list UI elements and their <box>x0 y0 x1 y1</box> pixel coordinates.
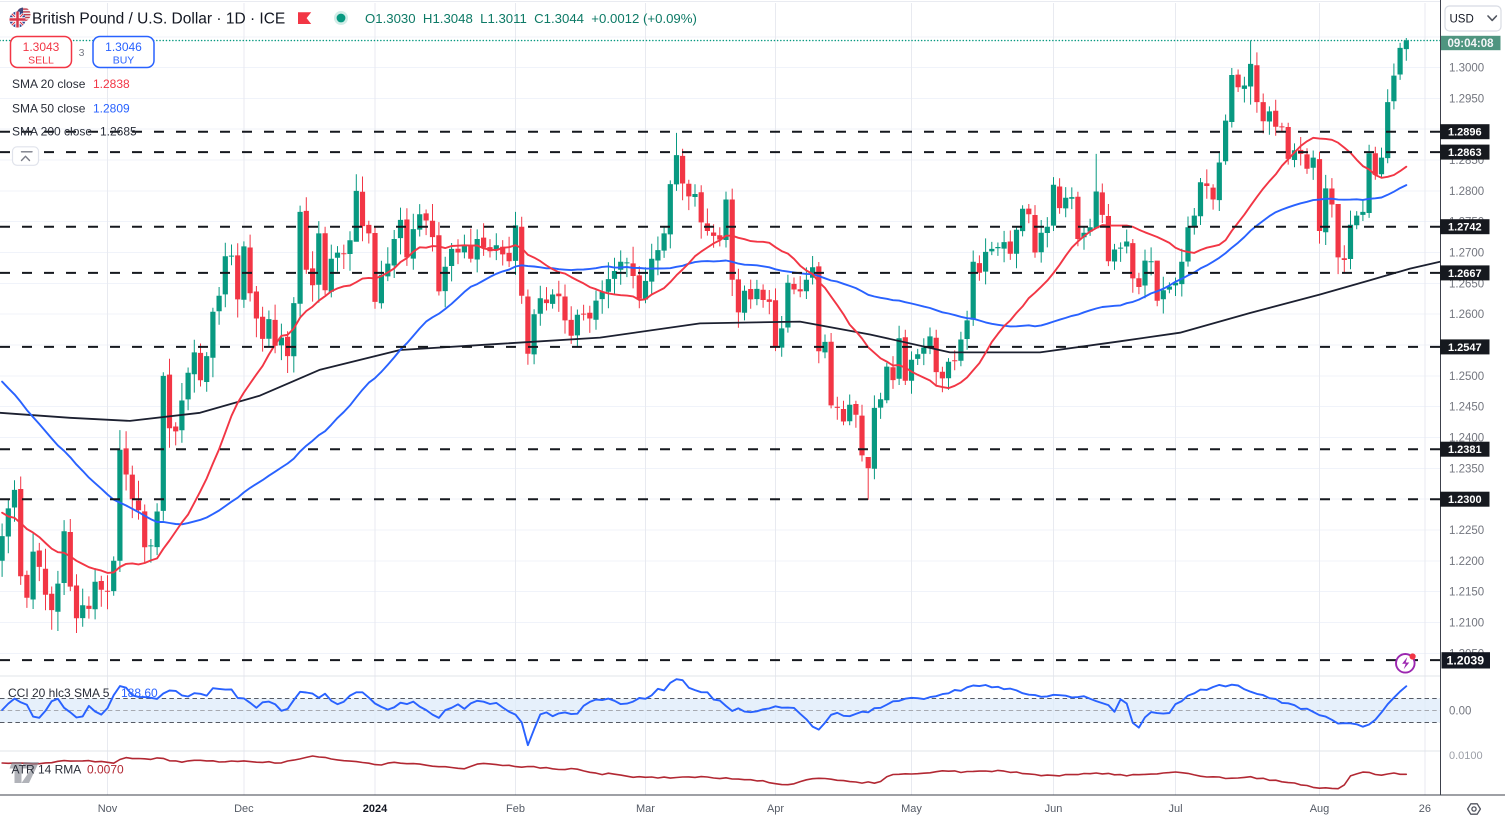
svg-text:1.2039: 1.2039 <box>1447 654 1485 668</box>
svg-text:1.2650: 1.2650 <box>1449 278 1484 290</box>
svg-text:1.2450: 1.2450 <box>1449 402 1484 414</box>
svg-text:1.2950: 1.2950 <box>1449 93 1484 105</box>
svg-text:1.2100: 1.2100 <box>1449 617 1484 629</box>
svg-text:1.2700: 1.2700 <box>1449 248 1484 260</box>
svg-text:1.2150: 1.2150 <box>1449 587 1484 599</box>
svg-text:1.2381: 1.2381 <box>1448 444 1482 456</box>
svg-text:1.2667: 1.2667 <box>1448 268 1482 280</box>
svg-text:1.2350: 1.2350 <box>1449 463 1484 475</box>
svg-text:1.2400: 1.2400 <box>1449 433 1484 445</box>
svg-text:0.0070: 0.0070 <box>87 763 124 777</box>
svg-text:1.2896: 1.2896 <box>1448 127 1482 139</box>
svg-text:1.2547: 1.2547 <box>1448 342 1482 354</box>
svg-text:SELL: SELL <box>28 55 54 67</box>
svg-text:Nov: Nov <box>98 803 118 815</box>
svg-text:SMA 200 close: SMA 200 close <box>12 125 92 139</box>
svg-text:1.2863: 1.2863 <box>1448 147 1482 159</box>
svg-text:SMA 20 close: SMA 20 close <box>12 77 86 91</box>
svg-text:1.2809: 1.2809 <box>93 102 130 116</box>
svg-text:USD: USD <box>1450 14 1474 26</box>
svg-text:1.3046: 1.3046 <box>105 40 142 54</box>
svg-text:2024: 2024 <box>363 803 388 815</box>
svg-text:1.2200: 1.2200 <box>1449 556 1484 568</box>
svg-text:1.2250: 1.2250 <box>1449 525 1484 537</box>
svg-text:1.3043: 1.3043 <box>23 40 60 54</box>
svg-text:188.60: 188.60 <box>121 686 158 700</box>
svg-text:1.2838: 1.2838 <box>93 77 130 91</box>
svg-text:3: 3 <box>79 47 85 59</box>
svg-text:SMA 50 close: SMA 50 close <box>12 102 86 116</box>
svg-text:1.2600: 1.2600 <box>1449 309 1484 321</box>
svg-text:Apr: Apr <box>767 803 784 815</box>
svg-text:1.2800: 1.2800 <box>1449 186 1484 198</box>
svg-text:May: May <box>901 803 922 815</box>
svg-text:Jun: Jun <box>1045 803 1063 815</box>
svg-text:British Pound / U.S. Dollar ·: British Pound / U.S. Dollar · 1D · ICE <box>32 11 285 28</box>
svg-text:Aug: Aug <box>1310 803 1330 815</box>
svg-text:1.2742: 1.2742 <box>1448 222 1482 234</box>
svg-text:ATR 14 RMA: ATR 14 RMA <box>12 763 82 777</box>
svg-text:Feb: Feb <box>506 803 525 815</box>
svg-text:1.3000: 1.3000 <box>1449 63 1484 75</box>
svg-text:1.2500: 1.2500 <box>1449 371 1484 383</box>
svg-text:Dec: Dec <box>234 803 254 815</box>
svg-text:BUY: BUY <box>113 55 135 67</box>
svg-text:09:04:08: 09:04:08 <box>1448 38 1495 50</box>
svg-text:26: 26 <box>1419 803 1431 815</box>
svg-text:Mar: Mar <box>636 803 655 815</box>
svg-text:Jul: Jul <box>1168 803 1182 815</box>
svg-text:0.00: 0.00 <box>1449 706 1471 718</box>
svg-text:O1.3030 H1.3048 L1.3011 C1.: O1.3030 H1.3048 L1.3011 C1.3044 +0.0012 … <box>365 11 697 26</box>
svg-text:0.0100: 0.0100 <box>1449 750 1483 762</box>
svg-text:CCI 20 hlc3 SMA 5: CCI 20 hlc3 SMA 5 <box>8 686 110 700</box>
svg-text:1.2300: 1.2300 <box>1448 494 1482 506</box>
svg-text:1.2685: 1.2685 <box>100 125 137 139</box>
